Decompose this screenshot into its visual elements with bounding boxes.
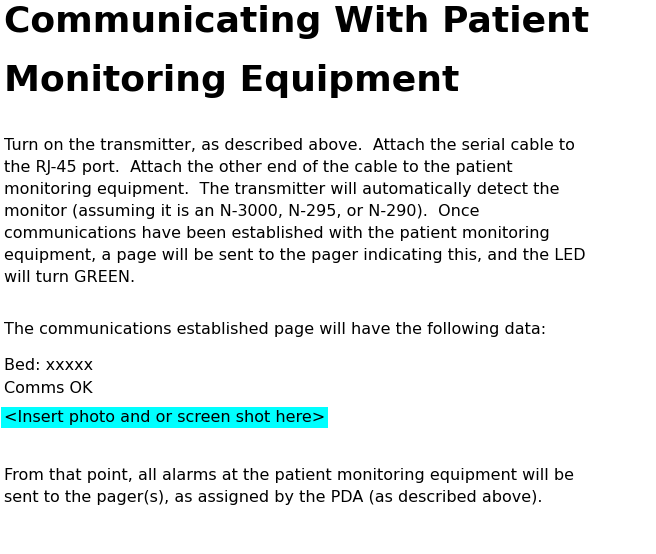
Text: communications have been established with the patient monitoring: communications have been established wit…	[4, 226, 550, 241]
Text: Monitoring Equipment: Monitoring Equipment	[4, 64, 459, 98]
Text: Bed: xxxxx: Bed: xxxxx	[4, 358, 93, 373]
Text: equipment, a page will be sent to the pager indicating this, and the LED: equipment, a page will be sent to the pa…	[4, 248, 586, 263]
Text: monitoring equipment.  The transmitter will automatically detect the: monitoring equipment. The transmitter wi…	[4, 182, 560, 197]
Text: Comms OK: Comms OK	[4, 381, 92, 396]
Text: Communicating With Patient: Communicating With Patient	[4, 5, 589, 39]
Text: monitor (assuming it is an N-3000, N-295, or N-290).  Once: monitor (assuming it is an N-3000, N-295…	[4, 204, 480, 219]
Text: the RJ-45 port.  Attach the other end of the cable to the patient: the RJ-45 port. Attach the other end of …	[4, 160, 512, 175]
Text: From that point, all alarms at the patient monitoring equipment will be: From that point, all alarms at the patie…	[4, 468, 574, 483]
Text: Turn on the transmitter, as described above.  Attach the serial cable to: Turn on the transmitter, as described ab…	[4, 138, 575, 153]
Text: The communications established page will have the following data:: The communications established page will…	[4, 322, 546, 337]
Text: <Insert photo and or screen shot here>: <Insert photo and or screen shot here>	[4, 410, 325, 425]
Text: sent to the pager(s), as assigned by the PDA (as described above).: sent to the pager(s), as assigned by the…	[4, 490, 543, 505]
Text: will turn GREEN.: will turn GREEN.	[4, 270, 135, 285]
